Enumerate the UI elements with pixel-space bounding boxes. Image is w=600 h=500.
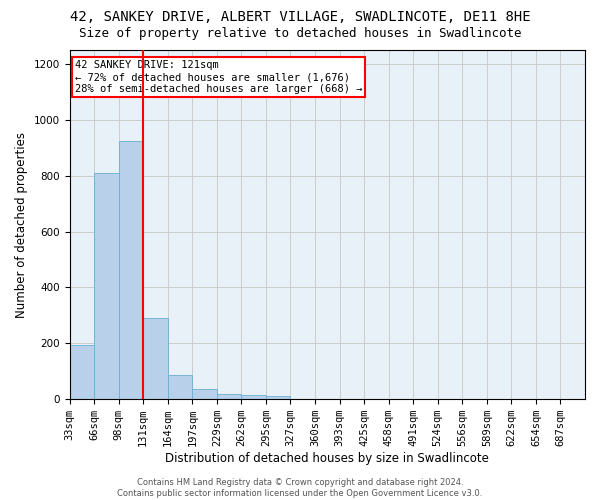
Text: Size of property relative to detached houses in Swadlincote: Size of property relative to detached ho… — [79, 28, 521, 40]
Bar — [143, 318, 168, 399]
Y-axis label: Number of detached properties: Number of detached properties — [15, 132, 28, 318]
Text: 42, SANKEY DRIVE, ALBERT VILLAGE, SWADLINCOTE, DE11 8HE: 42, SANKEY DRIVE, ALBERT VILLAGE, SWADLI… — [70, 10, 530, 24]
Text: 42 SANKEY DRIVE: 121sqm
← 72% of detached houses are smaller (1,676)
28% of semi: 42 SANKEY DRIVE: 121sqm ← 72% of detache… — [74, 60, 362, 94]
Bar — [192, 390, 217, 399]
Bar — [94, 173, 119, 399]
Bar — [266, 396, 290, 399]
Text: Contains HM Land Registry data © Crown copyright and database right 2024.
Contai: Contains HM Land Registry data © Crown c… — [118, 478, 482, 498]
X-axis label: Distribution of detached houses by size in Swadlincote: Distribution of detached houses by size … — [166, 452, 489, 465]
Bar — [70, 346, 94, 399]
Bar — [119, 141, 143, 399]
Bar — [168, 374, 192, 399]
Bar — [241, 396, 266, 399]
Bar — [217, 394, 241, 399]
